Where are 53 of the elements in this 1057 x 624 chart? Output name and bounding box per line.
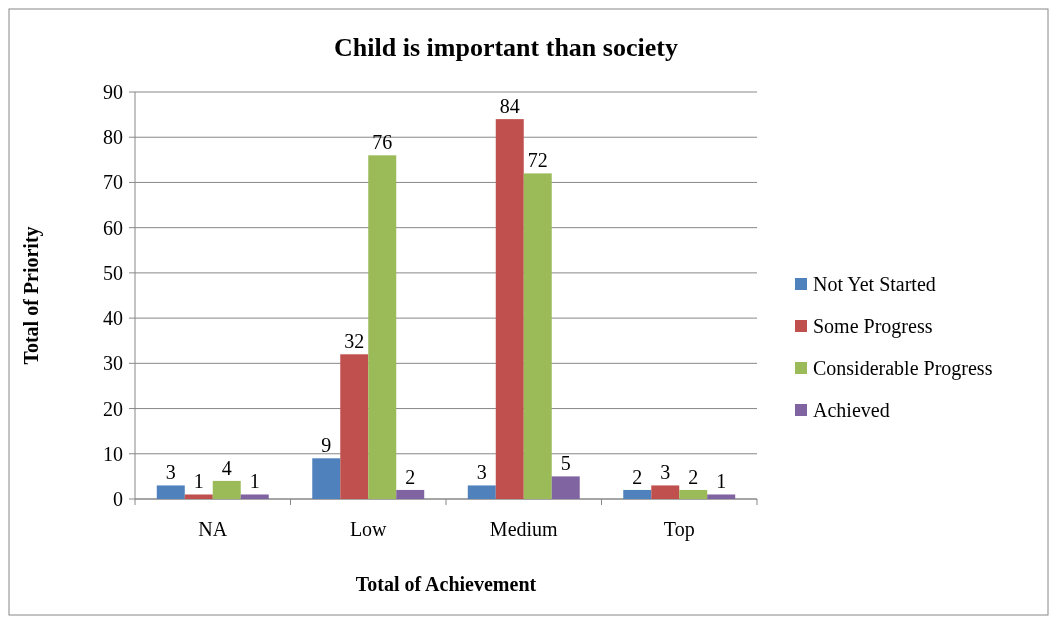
bar — [396, 489, 425, 499]
bar — [551, 476, 580, 499]
y-axis-title: Total of Priority — [20, 226, 43, 365]
data-label: 2 — [405, 465, 416, 488]
data-label: 3 — [660, 461, 671, 484]
bar — [340, 354, 369, 499]
y-tick-label: 50 — [103, 261, 123, 284]
bar — [523, 173, 552, 499]
data-label: 3 — [165, 461, 176, 484]
bar — [240, 494, 269, 499]
data-label: 76 — [372, 131, 393, 154]
data-label: 32 — [344, 330, 365, 353]
data-label: 1 — [249, 470, 260, 493]
legend-label: Achieved — [813, 399, 890, 421]
data-label: 2 — [632, 465, 643, 488]
y-tick-label: 40 — [103, 307, 123, 330]
y-tick-label: 10 — [103, 442, 123, 465]
bar — [184, 494, 213, 499]
y-tick-label: 0 — [113, 488, 123, 510]
bar — [623, 489, 652, 499]
data-label: 1 — [193, 470, 204, 493]
y-tick-label: 20 — [103, 397, 123, 420]
y-tick-label: 60 — [103, 216, 123, 239]
data-label: 4 — [221, 456, 232, 479]
legend-label: Not Yet Started — [813, 273, 936, 295]
y-tick-label: 70 — [103, 171, 123, 194]
y-tick-label: 80 — [103, 126, 123, 149]
y-tick-label: 30 — [103, 352, 123, 375]
bar — [467, 485, 496, 499]
x-tick-label: Top — [663, 518, 695, 541]
bar — [368, 155, 397, 499]
data-label: 3 — [476, 461, 487, 484]
legend-label: Some Progress — [813, 315, 933, 338]
x-tick-label: Low — [349, 518, 388, 540]
chart-title: Child is important than society — [334, 33, 678, 62]
bar — [156, 485, 185, 499]
bar — [707, 494, 736, 499]
y-tick-label: 90 — [103, 81, 123, 103]
data-label: 1 — [716, 470, 727, 493]
x-tick-label: NA — [198, 518, 228, 540]
bar — [312, 458, 341, 499]
data-label: 72 — [527, 149, 548, 172]
x-tick-label: Medium — [489, 518, 559, 540]
bar — [651, 485, 680, 499]
bar — [679, 489, 708, 499]
x-axis-title: Total of Achievement — [355, 573, 537, 595]
data-label: 2 — [688, 465, 699, 488]
legend-label: Considerable Progress — [813, 357, 993, 380]
data-label: 84 — [499, 95, 520, 118]
data-label: 5 — [560, 452, 571, 475]
data-label: 9 — [321, 434, 332, 457]
bar — [495, 119, 524, 499]
bar — [212, 480, 241, 499]
